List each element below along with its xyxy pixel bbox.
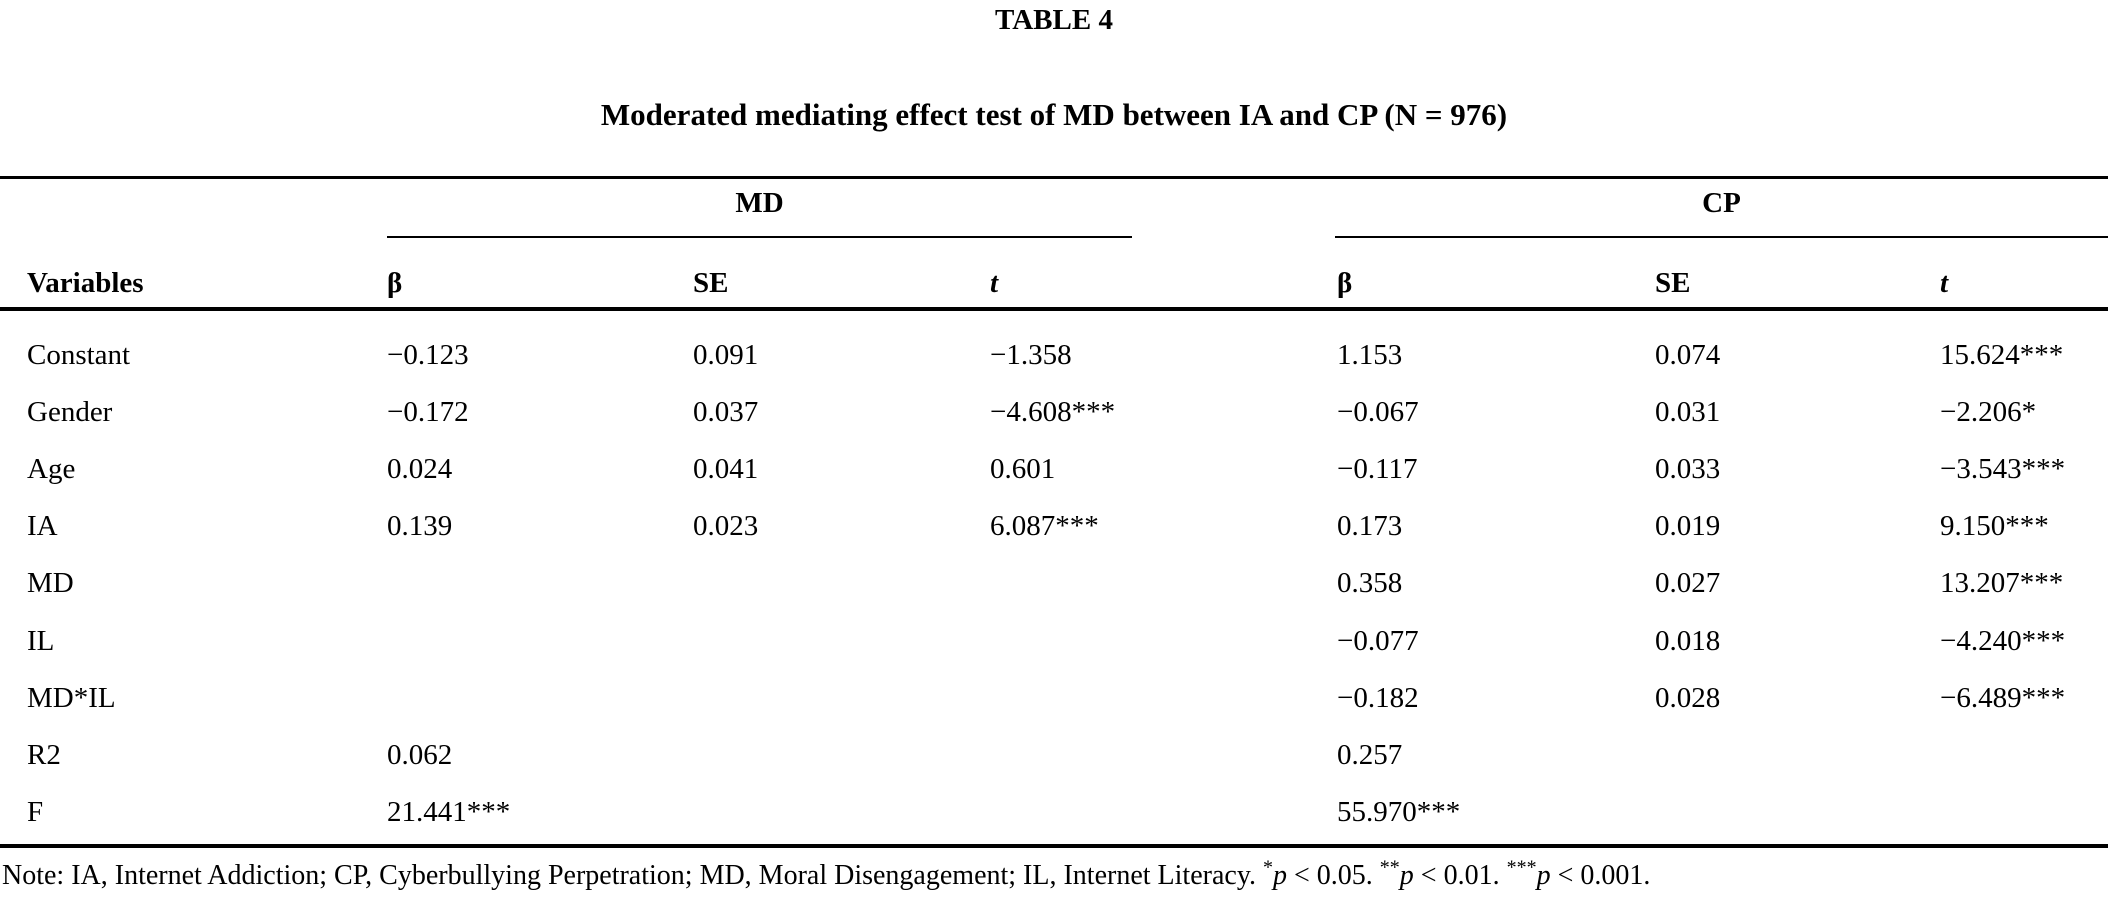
table-cell: 0.173 — [1337, 510, 1403, 542]
table-row: Constant −0.123 0.091 −1.358 1.153 0.074… — [0, 327, 2108, 384]
table-cell: −4.240*** — [1940, 625, 2066, 657]
table-cell: −4.608*** — [990, 396, 1116, 428]
note-text: Note: IA, Internet Addiction; CP, Cyberb… — [2, 860, 1263, 891]
table-cell: 0.033 — [1655, 453, 1721, 485]
md-spanner-rule — [387, 236, 1132, 238]
row-label: R2 — [27, 739, 61, 771]
table-cell: 0.062 — [387, 739, 453, 771]
table-header-row: Variables β SE t β SE t — [0, 266, 2108, 300]
table-cell: 0.018 — [1655, 625, 1721, 657]
p-threshold: < 0.05. — [1287, 860, 1380, 891]
table-number-label: TABLE 4 — [995, 4, 1113, 36]
table-cell: 1.153 — [1337, 339, 1403, 371]
table-row: F 21.441*** 55.970*** — [0, 784, 2108, 841]
table-top-rule — [0, 176, 2108, 179]
header-cp-beta: β — [1337, 267, 1353, 299]
table-cell: 13.207*** — [1940, 567, 2064, 599]
p-threshold: < 0.01. — [1413, 860, 1507, 891]
header-cp-t: t — [1940, 267, 1949, 299]
table-row: MD 0.358 0.027 13.207*** — [0, 555, 2108, 612]
table-cell: 0.037 — [693, 396, 759, 428]
column-group-cp: CP — [1702, 187, 1741, 219]
table-cell: 0.024 — [387, 453, 453, 485]
row-label: F — [27, 796, 44, 828]
table-row: IA 0.139 0.023 6.087*** 0.173 0.019 9.15… — [0, 498, 2108, 555]
header-md-t: t — [990, 267, 999, 299]
p-symbol: p — [1273, 860, 1287, 891]
table-cell: −0.117 — [1337, 453, 1418, 485]
table-cell: −0.123 — [387, 339, 469, 371]
table-caption: Moderated mediating effect test of MD be… — [600, 97, 1508, 132]
header-cp-se: SE — [1655, 267, 1691, 299]
table-cell: 21.441*** — [387, 796, 511, 828]
significance-three-stars: *** — [1506, 856, 1537, 879]
p-symbol: p — [1399, 860, 1414, 891]
table-bottom-rule — [0, 844, 2108, 848]
header-md-beta: β — [387, 267, 403, 299]
header-md-se: SE — [693, 267, 729, 299]
significance-two-stars: ** — [1379, 856, 1400, 879]
table-cell: 6.087*** — [990, 510, 1099, 542]
table-cell: 15.624*** — [1940, 339, 2064, 371]
table-row: Age 0.024 0.041 0.601 −0.117 0.033 −3.54… — [0, 441, 2108, 498]
header-variables: Variables — [27, 267, 144, 299]
column-group-md: MD — [735, 187, 784, 219]
header-bottom-rule — [0, 307, 2108, 311]
table-note: Note: IA, Internet Addiction; CP, Cyberb… — [2, 857, 2108, 895]
table-cell: 0.041 — [693, 453, 759, 485]
table-cell: 0.074 — [1655, 339, 1721, 371]
table-cell: 0.019 — [1655, 510, 1721, 542]
table-cell: −0.077 — [1337, 625, 1419, 657]
table-cell: 0.023 — [693, 510, 759, 542]
table-cell: 0.031 — [1655, 396, 1721, 428]
table-cell: 0.139 — [387, 510, 453, 542]
table-cell: −0.067 — [1337, 396, 1419, 428]
table-row: Gender −0.172 0.037 −4.608*** −0.067 0.0… — [0, 384, 2108, 441]
table-cell: 0.601 — [990, 453, 1056, 485]
table-cell: −2.206* — [1940, 396, 2037, 428]
table-cell: −1.358 — [990, 339, 1072, 371]
p-threshold: < 0.001. — [1550, 860, 1651, 891]
significance-one-star: * — [1263, 856, 1273, 879]
table-row: IL −0.077 0.018 −4.240*** — [0, 613, 2108, 670]
table-cell: 0.027 — [1655, 567, 1721, 599]
table-cell: 0.091 — [693, 339, 759, 371]
table-cell: −0.182 — [1337, 682, 1419, 714]
row-label: Constant — [27, 339, 131, 371]
row-label: MD*IL — [27, 682, 116, 714]
table-cell: 0.028 — [1655, 682, 1721, 714]
row-label: Gender — [27, 396, 113, 428]
table-cell: 0.358 — [1337, 567, 1403, 599]
table-cell: −0.172 — [387, 396, 469, 428]
row-label: MD — [27, 567, 74, 599]
table-cell: −3.543*** — [1940, 453, 2066, 485]
table-cell: 55.970*** — [1337, 796, 1461, 828]
row-label: IL — [27, 625, 55, 657]
cp-spanner-rule — [1335, 236, 2108, 238]
table-cell: 0.257 — [1337, 739, 1403, 771]
row-label: IA — [27, 510, 58, 542]
row-label: Age — [27, 453, 76, 485]
table-row: MD*IL −0.182 0.028 −6.489*** — [0, 670, 2108, 727]
p-symbol: p — [1536, 860, 1551, 891]
table-row: R2 0.062 0.257 — [0, 727, 2108, 784]
table-cell: 9.150*** — [1940, 510, 2049, 542]
table-cell: −6.489*** — [1940, 682, 2066, 714]
